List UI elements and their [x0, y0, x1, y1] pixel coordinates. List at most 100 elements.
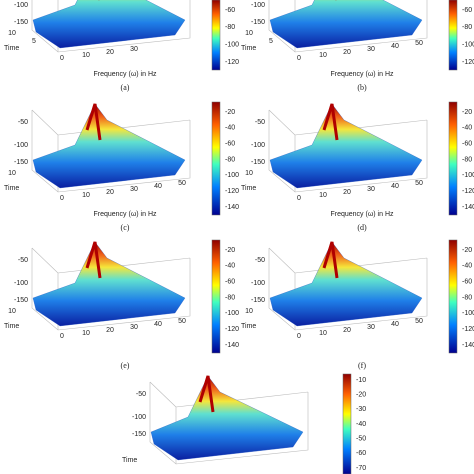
z-tick-label: -100	[14, 142, 28, 149]
colorbar-tick-label: -60	[225, 7, 235, 14]
freq-tick-label: 40	[154, 183, 162, 190]
freq-tick-label: 50	[415, 40, 423, 47]
z-tick-label: -100	[14, 280, 28, 287]
time-tick-label: 10	[8, 30, 16, 37]
colorbar	[342, 373, 352, 474]
freq-tick-label: 20	[343, 327, 351, 334]
freq-tick-label: 20	[343, 189, 351, 196]
surface	[269, 241, 423, 327]
time-tick-label: 10	[8, 308, 16, 315]
time-label: Time	[4, 45, 19, 52]
freq-tick-label: 0	[297, 333, 301, 340]
colorbar	[211, 101, 221, 216]
freq-tick-label: 50	[178, 180, 186, 187]
colorbar-tick-label: -20	[225, 247, 235, 254]
colorbar-tick-label: -120	[462, 326, 474, 333]
caption: (b)	[357, 83, 367, 92]
freq-tick-label: 10	[82, 52, 90, 59]
z-tick-label: -150	[132, 431, 146, 438]
colorbar-tick-label: -30	[356, 406, 366, 413]
z-tick-label: -100	[251, 142, 265, 149]
freq-tick-label: 40	[391, 321, 399, 328]
colorbar-tick-label: -100	[462, 172, 474, 179]
surface-ridge	[322, 103, 339, 141]
colorbar-tick-label: -20	[462, 247, 472, 254]
freq-label: Frequency (ω) in Hz	[330, 211, 394, 218]
z-tick-label: -50	[18, 119, 28, 126]
colorbar	[448, 0, 458, 71]
colorbar	[448, 239, 458, 354]
z-tick-label: -100	[132, 414, 146, 421]
colorbar	[211, 239, 221, 354]
colorbar-tick-label: -60	[225, 279, 235, 286]
colorbar-tick-label: -120	[462, 188, 474, 195]
colorbar-tick-label: -100	[462, 42, 474, 49]
colorbar-tick-label: -120	[225, 188, 239, 195]
freq-tick-label: 10	[319, 192, 327, 199]
time-label: Time	[4, 323, 19, 330]
z-tick-label: -150	[14, 159, 28, 166]
surface-ridge	[322, 241, 339, 279]
z-tick-label: -150	[14, 19, 28, 26]
colorbar-tick-label: -100	[225, 42, 239, 49]
freq-tick-label: 0	[297, 55, 301, 62]
colorbar-tick-label: -120	[462, 59, 474, 66]
colorbar-tick-label: -140	[225, 204, 239, 211]
colorbar-tick-label: -70	[356, 465, 366, 472]
time-tick-label: 10	[245, 308, 253, 315]
freq-tick-label: 10	[319, 330, 327, 337]
colorbar-tick-label: -40	[225, 125, 235, 132]
freq-tick-label: 0	[297, 195, 301, 202]
freq-tick-label: 40	[154, 321, 162, 328]
freq-tick-label: 0	[60, 195, 64, 202]
colorbar-tick-label: -80	[462, 24, 472, 31]
z-tick-label: -150	[251, 297, 265, 304]
freq-label: Frequency (ω) in Hz	[330, 71, 394, 78]
colorbar-tick-label: -80	[462, 294, 472, 301]
freq-label: Frequency (ω) in Hz	[93, 211, 157, 218]
colorbar-tick-label: -80	[225, 156, 235, 163]
caption: (f)	[358, 361, 366, 370]
colorbar-tick-label: -80	[225, 24, 235, 31]
time-label: Time	[122, 457, 137, 464]
freq-tick-label: 50	[415, 180, 423, 187]
colorbar-tick-label: -60	[356, 450, 366, 457]
freq-tick-label: 30	[367, 186, 375, 193]
time-tick-label: 10	[245, 170, 253, 177]
freq-tick-label: 30	[130, 46, 138, 53]
colorbar-tick-label: -60	[225, 141, 235, 148]
caption: (d)	[357, 223, 367, 232]
freq-tick-label: 20	[343, 49, 351, 56]
freq-tick-label: 10	[319, 52, 327, 59]
time-tick-label: 10	[245, 30, 253, 37]
surface	[269, 103, 423, 189]
colorbar-tick-label: -100	[225, 172, 239, 179]
freq-tick-label: 30	[367, 46, 375, 53]
freq-label: Frequency (ω) in Hz	[93, 71, 157, 78]
colorbar-tick-label: -100	[462, 310, 474, 317]
z-tick-label: -50	[136, 391, 146, 398]
surface	[32, 241, 186, 327]
colorbar-tick-label: -60	[462, 141, 472, 148]
colorbar	[211, 0, 221, 71]
time-label: Time	[241, 45, 256, 52]
z-tick-label: -50	[18, 257, 28, 264]
surface	[32, 103, 186, 189]
z-tick-label: -50	[255, 257, 265, 264]
z-tick-label: -150	[14, 297, 28, 304]
time-label: Time	[4, 185, 19, 192]
caption: (e)	[121, 361, 130, 370]
colorbar-tick-label: -140	[462, 204, 474, 211]
caption: (a)	[121, 83, 130, 92]
freq-tick-label: 30	[130, 186, 138, 193]
surface-ridge	[198, 375, 215, 413]
freq-tick-label: 20	[106, 49, 114, 56]
colorbar-tick-label: -80	[462, 156, 472, 163]
time-tick-label: 5	[32, 38, 36, 45]
surface-ridge	[85, 103, 102, 141]
freq-tick-label: 50	[178, 318, 186, 325]
surface	[269, 0, 423, 49]
freq-tick-label: 40	[391, 183, 399, 190]
colorbar-tick-label: -140	[225, 342, 239, 349]
